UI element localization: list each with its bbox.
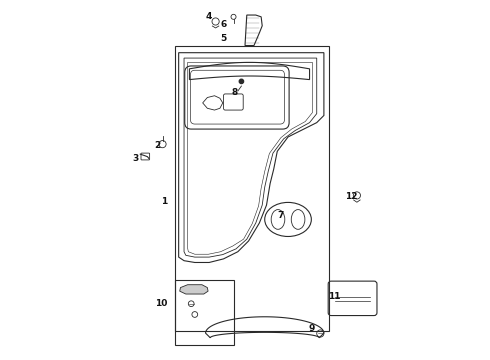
Text: 1: 1 <box>161 197 168 206</box>
Text: 2: 2 <box>154 141 160 150</box>
Bar <box>175 280 234 345</box>
Text: 10: 10 <box>154 299 167 308</box>
Text: 3: 3 <box>132 154 139 163</box>
Text: 9: 9 <box>308 324 315 333</box>
Text: 11: 11 <box>328 292 341 301</box>
Text: 5: 5 <box>220 34 226 43</box>
Circle shape <box>239 79 244 84</box>
Text: 7: 7 <box>278 211 284 220</box>
Text: 4: 4 <box>206 12 212 21</box>
Bar <box>175 45 329 330</box>
Text: 12: 12 <box>344 192 357 201</box>
Text: 6: 6 <box>220 19 226 28</box>
Text: 8: 8 <box>231 87 237 96</box>
Polygon shape <box>180 285 208 294</box>
